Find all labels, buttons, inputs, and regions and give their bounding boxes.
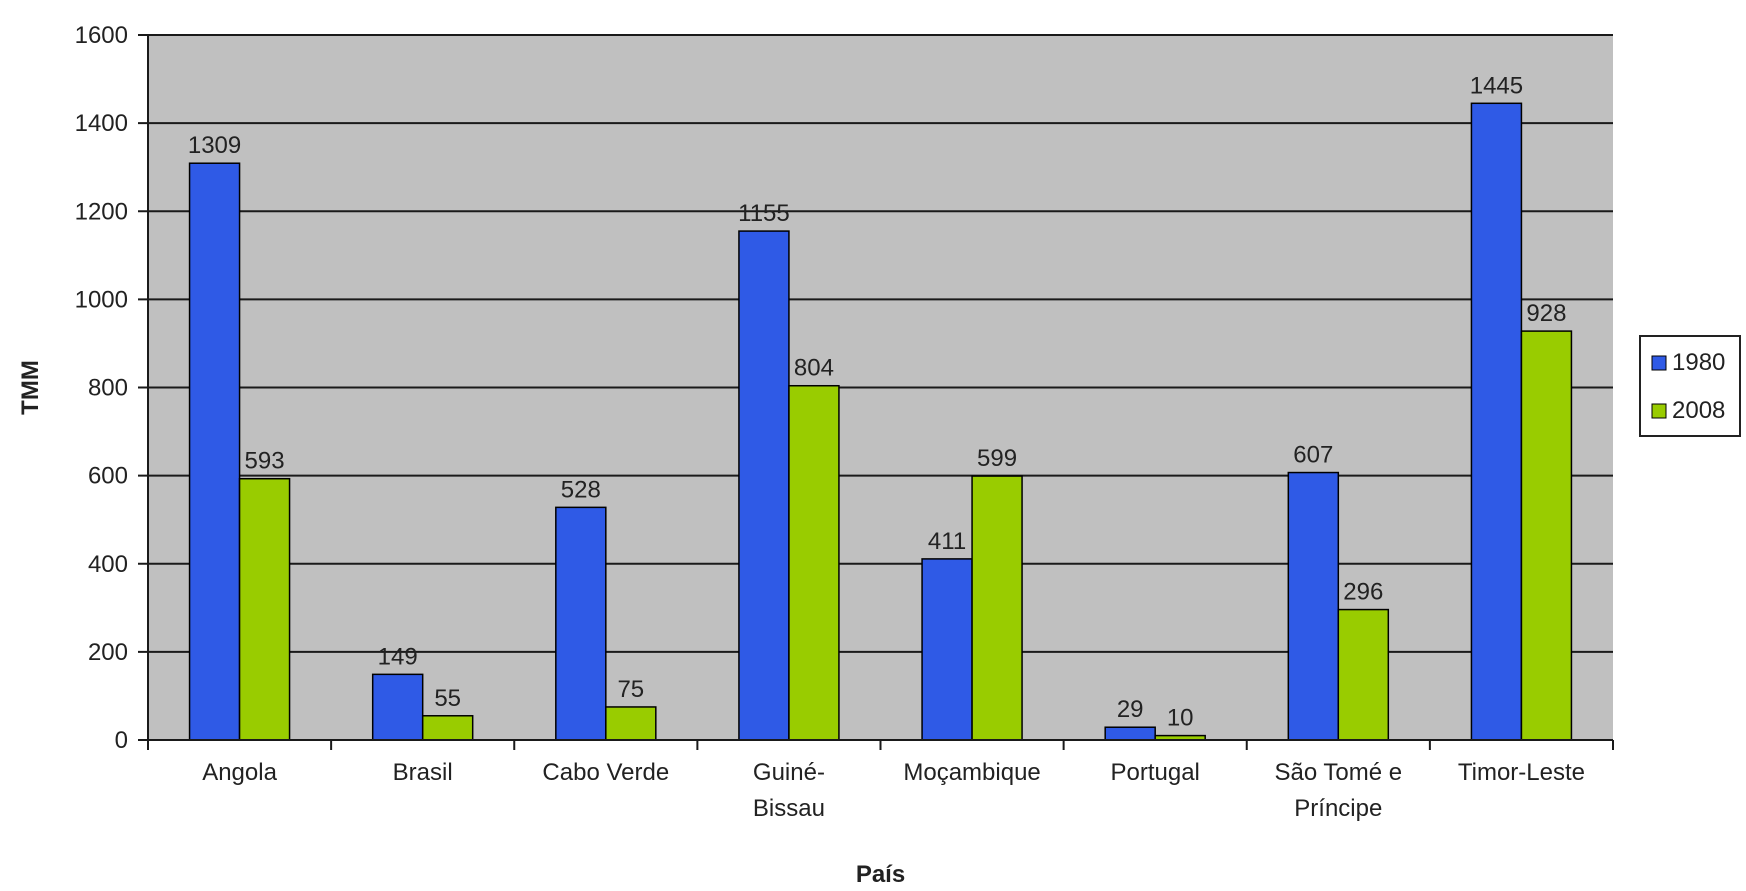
bar-1980 <box>1470 102 1523 741</box>
y-tick-label: 1000 <box>75 286 128 313</box>
legend-swatch-2008 <box>1651 403 1667 419</box>
legend-label-2008: 2008 <box>1672 397 1725 424</box>
bar-1980 <box>555 506 607 741</box>
data-label-1980: 411 <box>928 528 966 555</box>
axes <box>138 34 1614 750</box>
x-tick-label: Angola <box>202 759 277 786</box>
data-label-2008: 55 <box>434 685 461 712</box>
x-tick-label-line: Angola <box>202 759 277 786</box>
y-tick-label: 800 <box>88 375 128 402</box>
bar-2008 <box>421 715 474 741</box>
bar-1980 <box>1287 471 1340 741</box>
x-tick-label-line: Timor-Leste <box>1458 759 1585 786</box>
x-axis-title: País <box>856 861 905 888</box>
legend: 1980 2008 <box>1639 335 1741 437</box>
gridlines <box>148 34 1613 653</box>
data-label-2008: 599 <box>977 445 1017 472</box>
y-tick-label: 0 <box>115 727 128 754</box>
bars <box>188 102 1573 741</box>
x-tick-label-line: Guiné- <box>753 759 825 786</box>
x-tick-label: São Tomé e Príncipe <box>1274 759 1402 822</box>
x-tick-label-line: Cabo Verde <box>542 759 669 786</box>
bar-2008 <box>1337 608 1390 741</box>
y-tick-label: 400 <box>88 551 128 578</box>
x-tick-label-line: Príncipe <box>1294 795 1382 822</box>
bar-1980 <box>1104 726 1156 741</box>
data-label-1980: 1445 <box>1470 72 1523 99</box>
x-tick-label: Portugal <box>1110 759 1199 786</box>
x-tick-label: Timor-Leste <box>1458 759 1585 786</box>
bar-2008 <box>971 475 1023 741</box>
data-label-1980: 607 <box>1293 442 1333 469</box>
data-label-2008: 75 <box>617 676 644 703</box>
y-tick-labels: 0 200 400 600 800 1000 1200 1400 1600 <box>75 22 128 754</box>
y-tick-label: 1200 <box>75 198 128 225</box>
legend-box <box>1639 335 1741 437</box>
legend-label-1980: 1980 <box>1672 349 1725 376</box>
x-tick-label-line: Brasil <box>393 759 453 786</box>
x-tick-label: Cabo Verde <box>542 759 669 786</box>
data-label-1980: 1155 <box>738 200 790 227</box>
bar-1980 <box>738 230 790 741</box>
bar-2008 <box>238 477 291 741</box>
x-tick-label: Moçambique <box>903 759 1040 786</box>
data-label-1980: 149 <box>378 643 418 670</box>
data-label-1980: 29 <box>1117 696 1144 723</box>
y-tick-label: 1400 <box>75 110 128 137</box>
x-tick-label-line: Portugal <box>1110 759 1199 786</box>
y-tick-label: 200 <box>88 639 128 666</box>
data-label-1980: 1309 <box>188 132 241 159</box>
bar-2008 <box>605 706 657 741</box>
data-label-2008: 296 <box>1343 579 1383 606</box>
bar-2008 <box>788 384 840 741</box>
y-tick-label: 1600 <box>75 22 128 49</box>
x-tick-label: Guiné- Bissau <box>753 759 825 822</box>
x-tick-label-line: São Tomé e <box>1274 759 1402 786</box>
data-label-1980: 528 <box>561 476 601 503</box>
x-tick-label: Brasil <box>393 759 453 786</box>
x-tick-label-line: Moçambique <box>903 759 1040 786</box>
bar-1980 <box>371 673 424 741</box>
bar-1980 <box>188 162 241 741</box>
data-labels: 1309 593 149 55 528 75 1155 804 411 599 29 10 607 296… <box>188 72 1567 731</box>
legend-swatch-1980 <box>1651 355 1667 371</box>
data-label-2008: 10 <box>1167 705 1194 732</box>
bar-2008 <box>1520 330 1573 741</box>
data-label-2008: 593 <box>245 448 285 475</box>
x-tick-labels: Angola Brasil Cabo Verde Guiné- Bissau Moçamb… <box>202 759 1585 822</box>
data-label-2008: 928 <box>1526 300 1566 327</box>
y-axis-title: TMM <box>17 360 44 415</box>
bar-1980 <box>921 558 973 741</box>
x-tick-label-line: Bissau <box>753 795 825 822</box>
data-label-2008: 804 <box>794 355 834 382</box>
y-tick-label: 600 <box>88 463 128 490</box>
